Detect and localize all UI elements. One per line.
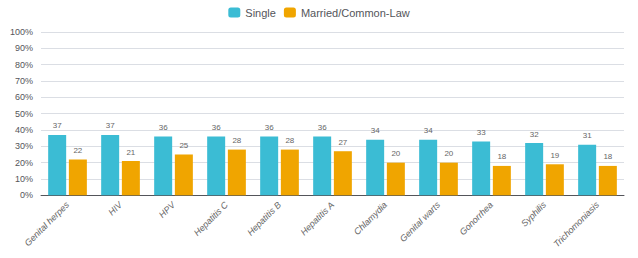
svg-text:22: 22 [73,146,82,155]
svg-text:18: 18 [497,152,506,161]
svg-text:Chlamydia: Chlamydia [352,200,389,237]
svg-text:36: 36 [212,123,221,132]
svg-text:30%: 30% [15,141,33,151]
svg-text:HPV: HPV [157,199,178,220]
svg-text:18: 18 [603,152,612,161]
svg-text:36: 36 [265,123,274,132]
svg-text:25: 25 [179,141,188,150]
svg-text:28: 28 [285,136,294,145]
svg-text:Married/Common-Law: Married/Common-Law [301,7,410,19]
svg-text:Syphilis: Syphilis [519,199,548,228]
svg-text:Genital herpes: Genital herpes [23,199,72,248]
svg-text:90%: 90% [15,43,33,53]
svg-text:80%: 80% [15,60,33,70]
svg-text:20: 20 [391,149,400,158]
svg-text:70%: 70% [15,76,33,86]
svg-text:Gonorrhea: Gonorrhea [458,200,495,237]
svg-text:27: 27 [338,138,347,147]
svg-text:33: 33 [477,128,486,137]
svg-text:31: 31 [583,131,592,140]
svg-text:34: 34 [424,126,433,135]
svg-text:20: 20 [444,149,453,158]
svg-text:21: 21 [126,148,135,157]
svg-text:28: 28 [232,136,241,145]
svg-text:100%: 100% [10,27,33,37]
svg-text:19: 19 [550,151,559,160]
svg-text:0%: 0% [20,190,33,200]
svg-text:40%: 40% [15,125,33,135]
svg-text:50%: 50% [15,109,33,119]
svg-text:Hepatitis A: Hepatitis A [298,200,336,238]
svg-text:32: 32 [530,130,539,139]
svg-text:34: 34 [371,126,380,135]
svg-text:20%: 20% [15,158,33,168]
svg-text:HIV: HIV [106,199,124,217]
svg-text:36: 36 [318,123,327,132]
svg-text:10%: 10% [15,174,33,184]
svg-text:Hepatitis B: Hepatitis B [245,200,283,238]
svg-text:Trichomoniasis: Trichomoniasis [552,199,602,249]
svg-text:Genital warts: Genital warts [398,199,443,244]
svg-text:60%: 60% [15,92,33,102]
svg-text:37: 37 [106,121,115,130]
svg-text:Single: Single [245,7,276,19]
svg-text:37: 37 [53,121,62,130]
svg-text:36: 36 [159,123,168,132]
svg-text:Hepatitis C: Hepatitis C [192,199,231,238]
